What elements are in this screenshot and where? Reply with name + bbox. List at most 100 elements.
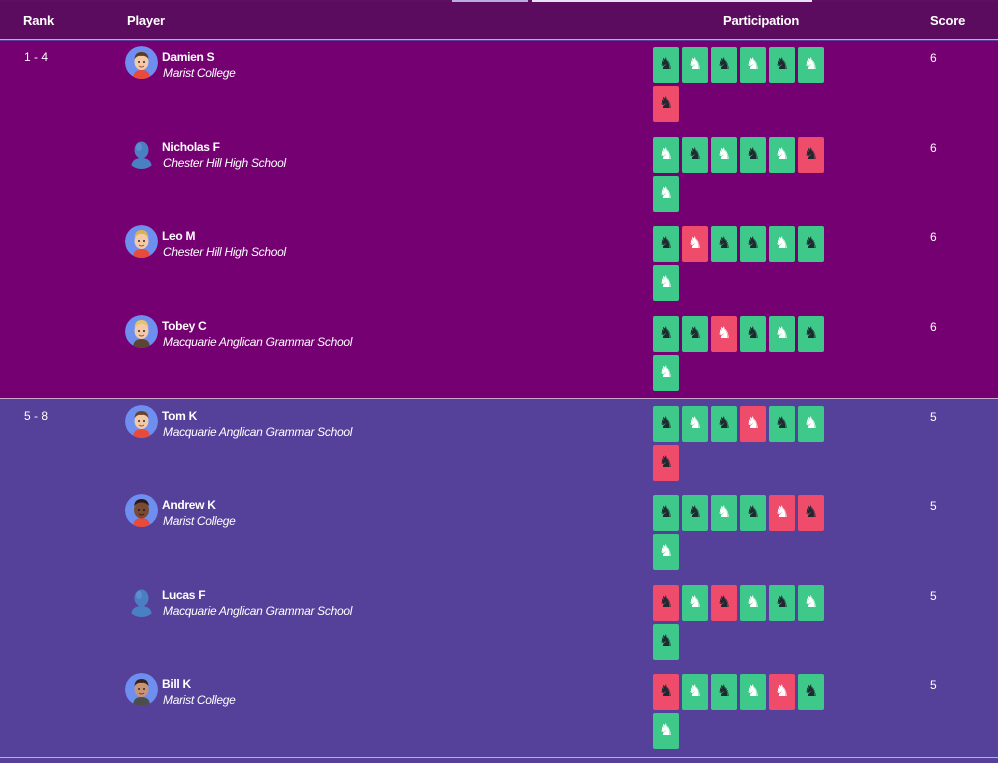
white-knight-icon: ♞ <box>803 56 819 73</box>
player-row[interactable]: Bill K Marist College ♞ ♞ ♞ ♞ ♞ ♞ ♞ 5 <box>0 668 998 758</box>
avatar[interactable] <box>125 673 158 706</box>
game-tile-win[interactable]: ♞ <box>711 406 737 442</box>
game-tile-win[interactable]: ♞ <box>769 406 795 442</box>
game-tile-win[interactable]: ♞ <box>798 674 824 710</box>
cartoon-boy-avatar-icon <box>125 315 158 348</box>
game-tile-win[interactable]: ♞ <box>653 226 679 262</box>
game-tile-win[interactable]: ♞ <box>653 624 679 660</box>
black-knight-icon: ♞ <box>658 683 674 700</box>
player-name[interactable]: Bill K <box>162 677 191 691</box>
avatar[interactable] <box>125 225 158 258</box>
game-tile-win[interactable]: ♞ <box>740 47 766 83</box>
game-tile-loss[interactable]: ♞ <box>769 674 795 710</box>
game-tile-win[interactable]: ♞ <box>769 137 795 173</box>
default-silhouette-avatar-icon <box>131 589 152 617</box>
player-header[interactable]: Player <box>127 13 165 28</box>
game-tile-win[interactable]: ♞ <box>711 674 737 710</box>
game-tile-win[interactable]: ♞ <box>769 585 795 621</box>
game-tile-win[interactable]: ♞ <box>798 226 824 262</box>
rank-header[interactable]: Rank <box>23 13 54 28</box>
game-tile-loss[interactable]: ♞ <box>653 585 679 621</box>
player-row[interactable]: Lucas F Macquarie Anglican Grammar Schoo… <box>0 579 998 669</box>
game-tile-loss[interactable]: ♞ <box>653 86 679 122</box>
game-tile-win[interactable]: ♞ <box>653 355 679 391</box>
player-name[interactable]: Damien S <box>162 50 215 64</box>
game-tile-loss[interactable]: ♞ <box>653 445 679 481</box>
player-name[interactable]: Nicholas F <box>162 140 220 154</box>
player-score: 6 <box>930 141 937 155</box>
game-tile-win[interactable]: ♞ <box>682 316 708 352</box>
game-tile-win[interactable]: ♞ <box>682 674 708 710</box>
game-tile-win[interactable]: ♞ <box>740 674 766 710</box>
avatar[interactable] <box>125 315 158 348</box>
score-header[interactable]: Score <box>930 13 966 28</box>
game-tile-win[interactable]: ♞ <box>798 47 824 83</box>
game-tile-loss[interactable]: ♞ <box>798 495 824 531</box>
white-knight-icon: ♞ <box>687 56 703 73</box>
white-knight-icon: ♞ <box>658 722 674 739</box>
game-tile-win[interactable]: ♞ <box>653 137 679 173</box>
player-row[interactable]: Tom K Macquarie Anglican Grammar School … <box>0 400 998 490</box>
game-tile-win[interactable]: ♞ <box>798 406 824 442</box>
player-row[interactable]: Nicholas F Chester Hill High School ♞ ♞ … <box>0 131 998 221</box>
game-tile-loss[interactable]: ♞ <box>798 137 824 173</box>
game-tile-win[interactable]: ♞ <box>740 137 766 173</box>
game-tile-win[interactable]: ♞ <box>711 137 737 173</box>
white-knight-icon: ♞ <box>774 325 790 342</box>
game-tile-win[interactable]: ♞ <box>798 316 824 352</box>
game-tile-win[interactable]: ♞ <box>769 226 795 262</box>
black-knight-icon: ♞ <box>658 56 674 73</box>
player-row[interactable]: Damien S Marist College ♞ ♞ ♞ ♞ ♞ ♞ ♞ 6 <box>0 41 998 131</box>
avatar[interactable] <box>125 136 158 169</box>
player-name[interactable]: Tobey C <box>162 319 207 333</box>
game-tile-win[interactable]: ♞ <box>740 316 766 352</box>
game-tile-win[interactable]: ♞ <box>653 495 679 531</box>
game-tile-win[interactable]: ♞ <box>653 534 679 570</box>
game-tile-win[interactable]: ♞ <box>653 713 679 749</box>
player-row[interactable]: Tobey C Macquarie Anglican Grammar Schoo… <box>0 310 998 400</box>
game-tile-win[interactable]: ♞ <box>740 226 766 262</box>
game-tile-win[interactable]: ♞ <box>653 406 679 442</box>
game-tile-win[interactable]: ♞ <box>769 316 795 352</box>
standings-header: Rank Player Participation Score <box>0 2 998 40</box>
game-tile-win[interactable]: ♞ <box>682 137 708 173</box>
game-tile-win[interactable]: ♞ <box>653 176 679 212</box>
player-name[interactable]: Tom K <box>162 409 197 423</box>
game-tile-win[interactable]: ♞ <box>769 47 795 83</box>
game-tile-win[interactable]: ♞ <box>740 585 766 621</box>
game-tile-win[interactable]: ♞ <box>653 316 679 352</box>
game-tile-loss[interactable]: ♞ <box>740 406 766 442</box>
white-knight-icon: ♞ <box>658 274 674 291</box>
game-tile-win[interactable]: ♞ <box>798 585 824 621</box>
game-tile-win[interactable]: ♞ <box>682 585 708 621</box>
black-knight-icon: ♞ <box>716 56 732 73</box>
player-name[interactable]: Andrew K <box>162 498 216 512</box>
player-row[interactable]: Leo M Chester Hill High School ♞ ♞ ♞ ♞ ♞… <box>0 220 998 310</box>
player-row[interactable]: Andrew K Marist College ♞ ♞ ♞ ♞ ♞ ♞ ♞ 5 <box>0 489 998 579</box>
game-tile-loss[interactable]: ♞ <box>711 316 737 352</box>
white-knight-icon: ♞ <box>745 415 761 432</box>
avatar[interactable] <box>125 46 158 79</box>
avatar[interactable] <box>125 405 158 438</box>
game-tile-win[interactable]: ♞ <box>682 495 708 531</box>
game-tile-win[interactable]: ♞ <box>682 406 708 442</box>
avatar[interactable] <box>125 584 158 617</box>
player-name[interactable]: Lucas F <box>162 588 206 602</box>
player-school: Marist College <box>163 66 236 80</box>
cartoon-boy-avatar-icon <box>125 225 158 258</box>
avatar[interactable] <box>125 494 158 527</box>
game-tile-win[interactable]: ♞ <box>711 226 737 262</box>
game-tile-win[interactable]: ♞ <box>740 495 766 531</box>
game-tile-loss[interactable]: ♞ <box>653 674 679 710</box>
game-tile-win[interactable]: ♞ <box>653 265 679 301</box>
black-knight-icon: ♞ <box>716 415 732 432</box>
game-tile-loss[interactable]: ♞ <box>769 495 795 531</box>
game-tile-loss[interactable]: ♞ <box>682 226 708 262</box>
white-knight-icon: ♞ <box>745 683 761 700</box>
game-tile-win[interactable]: ♞ <box>711 47 737 83</box>
player-name[interactable]: Leo M <box>162 229 196 243</box>
game-tile-win[interactable]: ♞ <box>682 47 708 83</box>
game-tile-loss[interactable]: ♞ <box>711 585 737 621</box>
game-tile-win[interactable]: ♞ <box>653 47 679 83</box>
game-tile-win[interactable]: ♞ <box>711 495 737 531</box>
